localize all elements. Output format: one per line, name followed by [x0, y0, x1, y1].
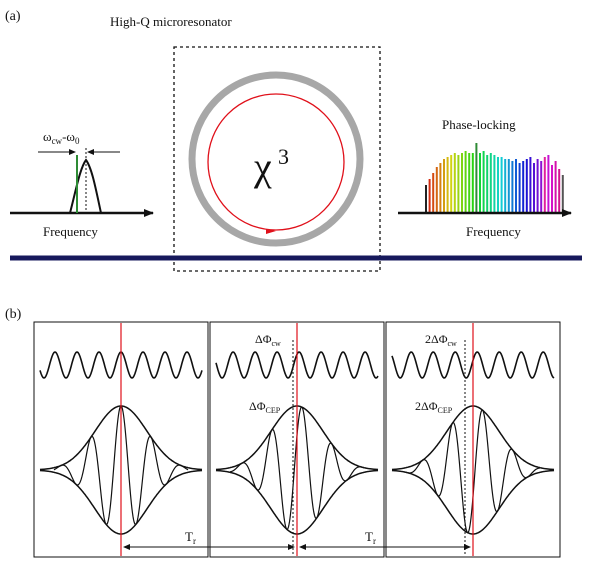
circulation-path	[207, 93, 345, 231]
comb-lines	[425, 143, 564, 213]
frame-1	[33, 321, 209, 558]
frame-3-phase-cep: 2ΔΦCEP	[415, 399, 453, 415]
period-label-2: Tr	[365, 529, 376, 546]
chi-exponent: 3	[278, 144, 289, 169]
left-axis-label: Frequency	[43, 224, 98, 239]
circulation-arrow	[266, 229, 276, 234]
panel-a-tag: (a)	[5, 9, 21, 24]
panel-b: (b) ΔΦcw ΔΦCEP 2ΔΦcw 2ΔΦCEP Tr Tr	[5, 307, 561, 558]
frame-3-phase-cw: 2ΔΦcw	[425, 332, 457, 348]
panel-a: (a) High-Q microresonator χ 3 ωcw-ω0 Fre…	[5, 9, 582, 272]
right-title: Phase-locking	[442, 117, 516, 132]
right-axis-label: Frequency	[466, 224, 521, 239]
frame-2	[209, 321, 385, 558]
chi-symbol: χ	[253, 144, 272, 189]
pulse-waveforms	[39, 323, 555, 556]
period-label-1: Tr	[185, 529, 196, 546]
detuning-label: ωcw-ω0	[43, 129, 80, 146]
frame-2-phase-cep: ΔΦCEP	[249, 399, 281, 415]
frame-3	[385, 321, 561, 558]
resonator-box	[173, 46, 381, 272]
panel-b-tag: (b)	[5, 307, 22, 322]
frame-2-phase-cw: ΔΦcw	[255, 332, 281, 348]
microring	[188, 71, 364, 247]
resonator-title: High-Q microresonator	[110, 14, 232, 29]
